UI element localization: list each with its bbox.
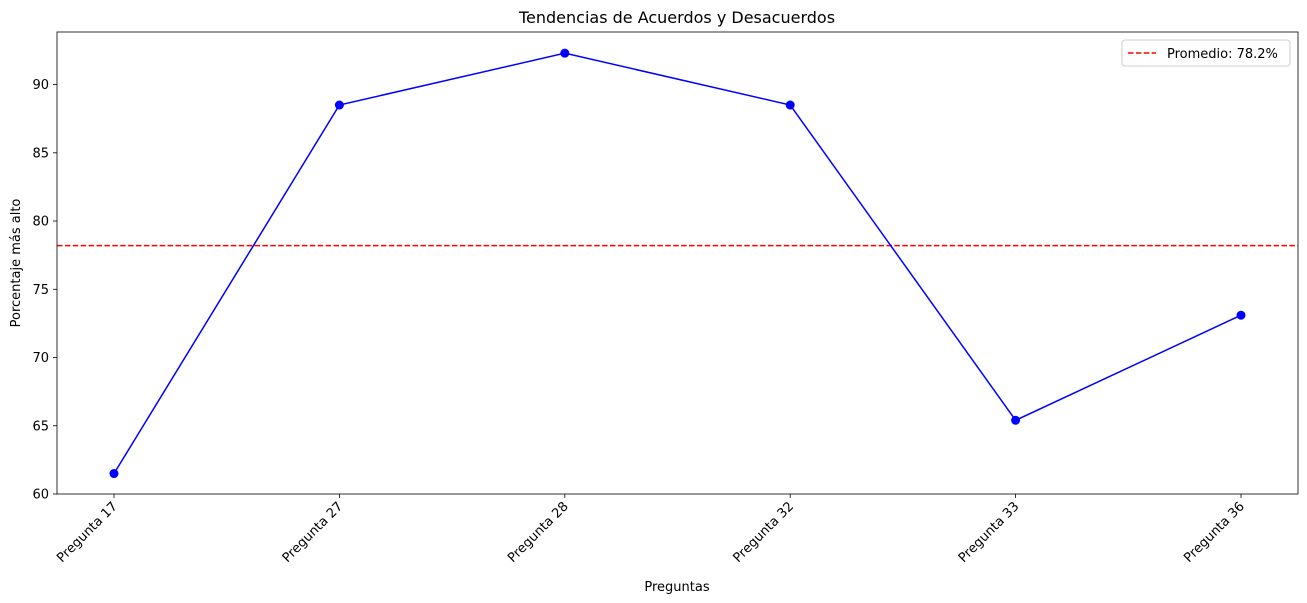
x-tick-label: Pregunta 32 [730, 499, 797, 566]
y-tick-label: 85 [32, 146, 49, 161]
y-axis-label: Porcentaje más alto [9, 199, 24, 328]
data-point-2 [334, 100, 344, 110]
x-axis-label: Preguntas [644, 580, 709, 595]
x-tick-label: Pregunta 27 [280, 499, 347, 566]
axes-frame [56, 31, 1299, 495]
y-tick-label: 80 [32, 215, 49, 230]
y-tick-label: 60 [32, 488, 49, 503]
x-tick-label: Pregunta 17 [54, 499, 121, 566]
plot-area [57, 48, 1298, 479]
y-tick-label: 75 [32, 283, 49, 298]
y-tick-label: 65 [32, 419, 49, 434]
series-line [113, 52, 1242, 474]
legend-box [1121, 39, 1291, 67]
data-point-4 [785, 100, 795, 110]
x-tick-label: Pregunta 28 [505, 499, 572, 566]
x-tick-label: Pregunta 36 [1181, 499, 1248, 566]
legend-label-promedio: Promedio: 78.2% [1167, 47, 1278, 62]
data-point-6 [1236, 310, 1246, 320]
y-tick-label: 70 [32, 351, 49, 366]
data-point-5 [1011, 415, 1021, 425]
chart-title: Tendencias de Acuerdos y Desacuerdos [518, 8, 835, 27]
y-tick-label: 90 [32, 78, 49, 93]
legend: Promedio: 78.2% [1121, 39, 1291, 67]
y-axis-ticks: 60 65 70 75 80 85 90 [32, 78, 57, 503]
data-point-3 [560, 48, 570, 58]
x-axis-ticks: Pregunta 17 Pregunta 27 Pregunta 28 Pregunt… [54, 494, 1248, 566]
x-tick-label: Pregunta 33 [956, 499, 1023, 566]
data-point-1 [109, 469, 119, 479]
